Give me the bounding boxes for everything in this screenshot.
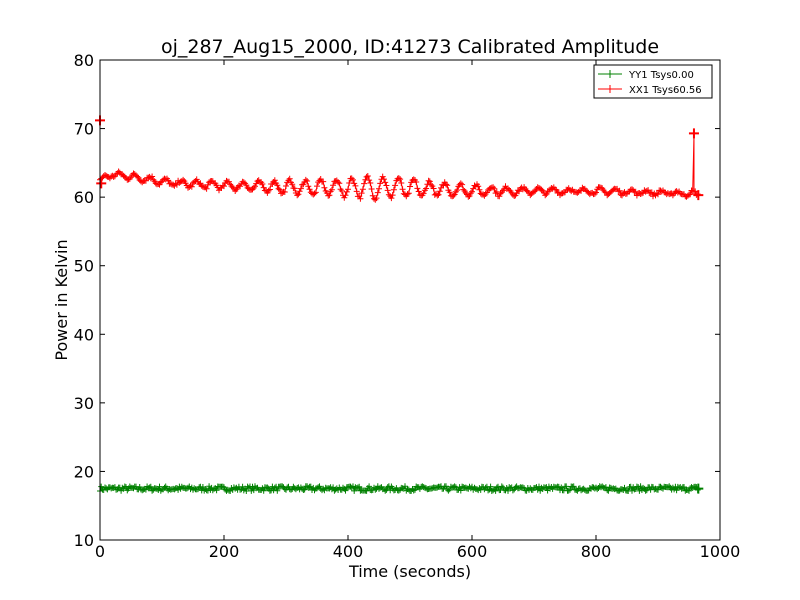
x-tick-label: 600 [457, 542, 488, 561]
x-tick-label: 400 [333, 542, 364, 561]
legend-box [593, 64, 713, 99]
series-point-xx1 [688, 128, 699, 139]
y-tick-label: 60 [74, 188, 94, 207]
x-tick-label: 800 [581, 542, 612, 561]
y-tick-label: 20 [74, 462, 94, 481]
y-tick-label: 10 [74, 531, 94, 550]
axis-ticks: 0 200 400 600 800 1000 10 20 30 40 50 60 70 80 [74, 51, 741, 561]
chart-title: oj_287_Aug15_2000, ID:41273 Calibrated A… [161, 36, 659, 58]
x-tick-label: 1000 [700, 542, 741, 561]
legend-label-xx1: XX1 Tsys60.56 [629, 85, 702, 96]
axes-frame [99, 59, 721, 541]
y-tick-label: 70 [74, 120, 94, 139]
series-point-xx1 [96, 178, 107, 189]
x-tick-label: 200 [209, 542, 240, 561]
legend-marker-yy1 [606, 70, 614, 78]
y-tick-label: 50 [74, 257, 94, 276]
x-axis-label: Time (seconds) [348, 562, 471, 581]
series-point-xx1 [693, 190, 704, 201]
y-axis-label: Power in Kelvin [52, 239, 71, 360]
y-tick-label: 30 [74, 394, 94, 413]
x-tick-label: 0 [95, 542, 105, 561]
legend: YY1 Tsys0.00 XX1 Tsys60.56 [593, 64, 713, 99]
legend-marker-xx1 [606, 85, 614, 93]
y-tick-label: 80 [74, 51, 94, 70]
legend-label-yy1: YY1 Tsys0.00 [628, 70, 694, 81]
y-tick-label: 40 [74, 325, 94, 344]
series-point-yy1 [693, 483, 704, 494]
